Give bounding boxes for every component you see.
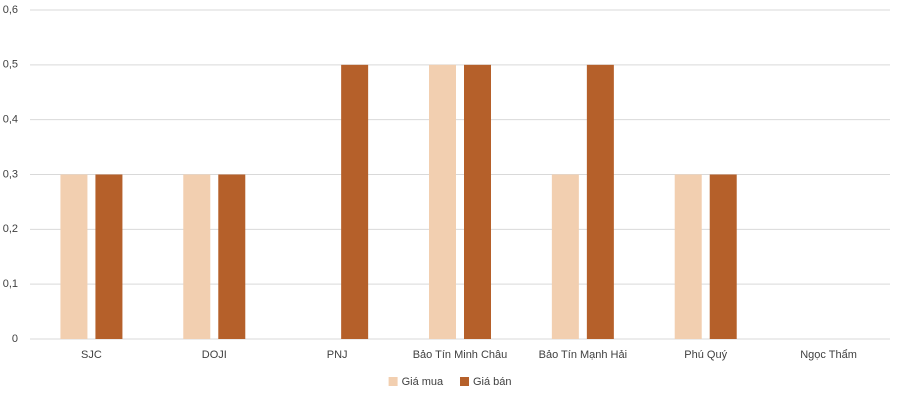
legend-swatch: [460, 377, 469, 386]
bar: [60, 174, 88, 339]
bar: [341, 64, 369, 339]
y-tick-label: 0,4: [3, 114, 18, 126]
legend-swatch: [388, 377, 398, 386]
x-tick-label: Phú Quý: [684, 349, 727, 361]
bar: [674, 174, 702, 339]
y-tick-label: 0,6: [3, 4, 18, 16]
x-tick-label: DOJI: [202, 349, 227, 361]
x-tick-label: Bảo Tín Minh Châu: [413, 349, 508, 361]
x-tick-label: Ngọc Thẩm: [800, 349, 857, 361]
bar: [709, 174, 737, 339]
legend-label: Giá bán: [473, 376, 512, 388]
y-tick-label: 0,2: [3, 223, 18, 235]
y-tick-label: 0,1: [3, 278, 18, 290]
bar: [218, 174, 246, 339]
bar: [95, 174, 123, 339]
bar: [183, 174, 211, 339]
bar: [464, 64, 491, 339]
bar: [429, 64, 456, 339]
y-tick-label: 0,5: [3, 59, 18, 71]
x-tick-label: PNJ: [327, 349, 348, 361]
x-tick-label: SJC: [81, 349, 102, 361]
bar: [586, 64, 614, 339]
x-tick-label: Bảo Tín Mạnh Hải: [539, 349, 627, 361]
y-tick-label: 0: [12, 333, 18, 345]
y-tick-label: 0,3: [3, 168, 18, 180]
bar: [551, 174, 579, 339]
legend-label: Giá mua: [402, 376, 444, 388]
